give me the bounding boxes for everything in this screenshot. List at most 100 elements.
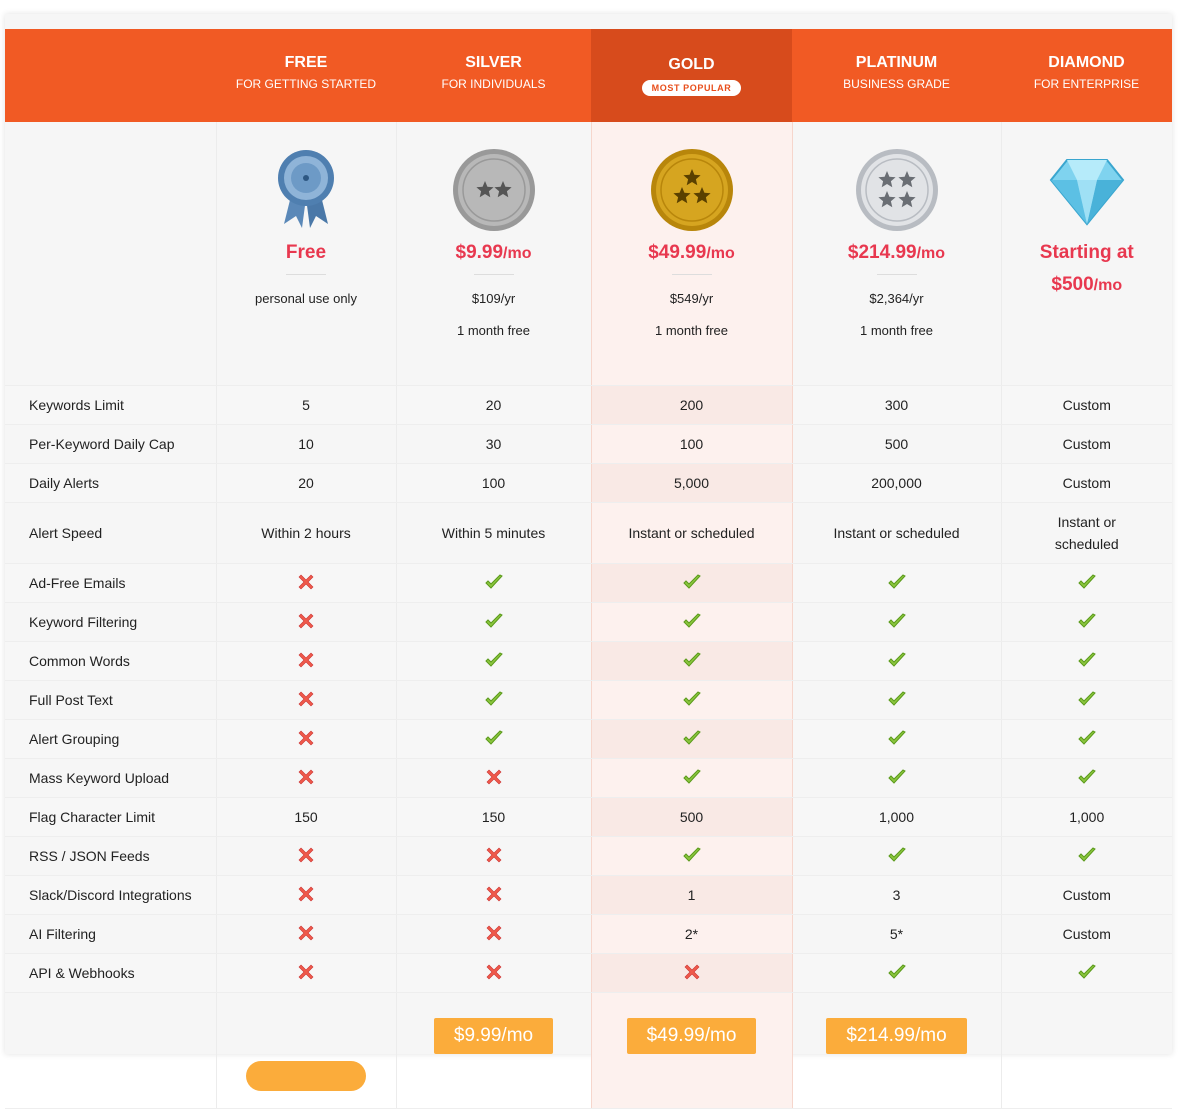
signup-button[interactable] xyxy=(246,1061,366,1091)
plan-name: FREE xyxy=(284,54,328,71)
cross-icon xyxy=(298,847,314,866)
label-cell: Alert Speed xyxy=(5,502,216,564)
plan-cell: Custom xyxy=(1000,914,1172,954)
plan-cell xyxy=(590,719,793,759)
plan-cell: 20 xyxy=(395,385,591,425)
label-cell xyxy=(5,29,216,122)
price-note: $109/yr xyxy=(471,291,516,306)
price-unit: /mo xyxy=(503,245,532,262)
feature-row: RSS / JSON Feeds xyxy=(5,836,1172,876)
plan-cell xyxy=(791,836,1001,876)
plan-cell xyxy=(791,563,1001,603)
check-icon xyxy=(1078,963,1096,983)
plan-cell: Within 2 hours xyxy=(215,502,396,564)
check-icon xyxy=(1078,768,1096,788)
plan-cell: Instant or scheduled xyxy=(791,502,1001,564)
feature-value: Instant or scheduled xyxy=(628,525,755,541)
plan-cell: DIAMOND FOR ENTERPRISE xyxy=(1001,29,1172,122)
plan-icon xyxy=(217,148,396,236)
plan-cell: PLATINUM BUSINESS GRADE xyxy=(792,29,1001,122)
feature-label: Alert Speed xyxy=(29,525,103,541)
label-cell: Alert Grouping xyxy=(5,719,216,759)
plan-cell xyxy=(590,758,793,798)
price-note: 1 month free xyxy=(457,323,530,338)
plan-cell: Free personal use only xyxy=(215,122,396,386)
plan-subtitle: FOR ENTERPRISE xyxy=(1033,77,1140,91)
feature-value: Custom xyxy=(1062,887,1111,903)
plan-cell xyxy=(1000,992,1172,1109)
cross-icon xyxy=(486,847,502,866)
pricing-table: FREE FOR GETTING STARTED SILVER FOR INDIVID… xyxy=(5,29,1172,1109)
check-icon xyxy=(682,729,701,749)
price-note: $2,364/yr xyxy=(869,291,924,306)
feature-label: Keywords Limit xyxy=(29,397,124,413)
plan-cell: 100 xyxy=(590,424,793,464)
plan-price: $49.99/mo xyxy=(592,242,792,264)
feature-value: Instant or scheduled xyxy=(833,525,960,541)
plan-cell xyxy=(1000,563,1172,603)
label-cell: AI Filtering xyxy=(5,914,216,954)
feature-row: Daily Alerts 20 100 5,000 200,000 Custom xyxy=(5,463,1172,503)
check-icon xyxy=(682,846,701,866)
check-icon xyxy=(1078,729,1096,749)
check-icon xyxy=(887,573,906,593)
cross-icon xyxy=(298,964,314,983)
plan-subtitle: FOR INDIVIDUALS xyxy=(441,77,546,91)
price-divider xyxy=(876,274,917,275)
plan-cell: 20 xyxy=(215,463,396,503)
label-cell: Slack/Discord Integrations xyxy=(5,875,216,915)
label-cell: API & Webhooks xyxy=(5,953,216,993)
feature-row: AI Filtering 2* 5* Custom xyxy=(5,914,1172,954)
check-icon xyxy=(484,612,503,632)
subscribe-button[interactable]: $49.99/mo xyxy=(626,1018,757,1054)
check-icon xyxy=(1078,573,1096,593)
feature-value: Custom xyxy=(1062,397,1111,413)
label-cell: Full Post Text xyxy=(5,680,216,720)
plan-price: $9.99/mo xyxy=(397,242,591,264)
check-icon xyxy=(887,651,906,671)
plan-cell: Custom xyxy=(1000,463,1172,503)
feature-value: 300 xyxy=(884,397,909,413)
feature-row: Per-Keyword Daily Cap 10 30 100 500 Custom xyxy=(5,424,1172,464)
plan-cell xyxy=(395,719,591,759)
plan-icon xyxy=(1002,148,1173,236)
plan-cell: Within 5 minutes xyxy=(395,502,591,564)
label-cell: Ad-Free Emails xyxy=(5,563,216,603)
plan-cell xyxy=(590,563,793,603)
plan-cell xyxy=(791,641,1001,681)
label-cell xyxy=(5,992,216,1109)
plan-price: Free xyxy=(217,242,396,264)
plan-name: GOLD xyxy=(668,55,715,73)
plan-cell xyxy=(395,875,591,915)
subscribe-button[interactable]: $9.99/mo xyxy=(433,1018,554,1054)
plan-cell: 10 xyxy=(215,424,396,464)
label-cell: Flag Character Limit xyxy=(5,797,216,837)
price-unit: /mo xyxy=(706,245,735,262)
plan-name: PLATINUM xyxy=(855,54,938,71)
cross-icon xyxy=(298,886,314,905)
feature-label: AI Filtering xyxy=(29,926,96,942)
plan-cell xyxy=(395,680,591,720)
plan-cell xyxy=(215,641,396,681)
plan-name: SILVER xyxy=(465,54,522,71)
feature-value: 500 xyxy=(884,436,909,452)
check-icon xyxy=(484,651,503,671)
plan-cell xyxy=(590,953,793,993)
plan-cell xyxy=(1000,641,1172,681)
check-icon xyxy=(484,573,503,593)
price-amount: Free xyxy=(285,242,327,263)
subscribe-button[interactable]: $214.99/mo xyxy=(826,1018,967,1054)
feature-value: 20 xyxy=(485,397,502,413)
plan-cell xyxy=(791,602,1001,642)
plan-cell: 200,000 xyxy=(791,463,1001,503)
footer-row: $9.99/mo $49.99/mo $214.99/mo xyxy=(5,992,1172,1109)
plan-icon xyxy=(592,148,792,236)
feature-value: 5 xyxy=(302,397,310,413)
check-icon xyxy=(887,729,906,749)
check-icon xyxy=(682,651,701,671)
plan-subtitle: FOR GETTING STARTED xyxy=(235,77,377,91)
plan-cell xyxy=(395,602,591,642)
plan-cell: 3 xyxy=(791,875,1001,915)
plan-cell xyxy=(1000,953,1172,993)
plan-cell xyxy=(1000,719,1172,759)
